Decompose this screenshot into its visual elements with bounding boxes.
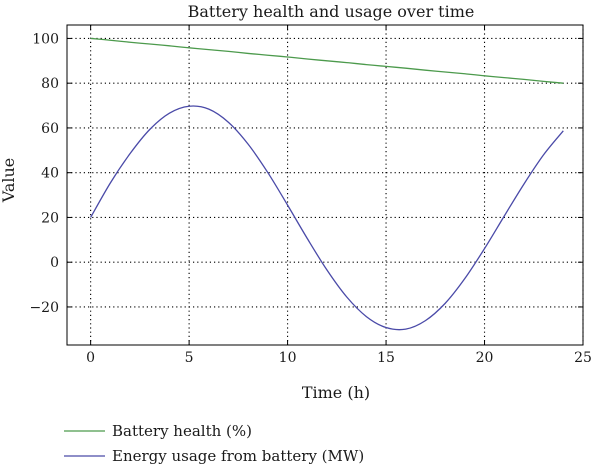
x-tick-label: 5 — [185, 350, 194, 366]
y-tick-label: 0 — [50, 255, 59, 271]
tick-labels: 0 5 10 15 20 25 100 80 60 40 20 0 −20 — [29, 31, 591, 366]
y-tick-label: 40 — [41, 166, 59, 182]
y-tick-label: −20 — [29, 300, 59, 316]
x-tick-label: 25 — [574, 350, 592, 366]
y-tick-label: 100 — [32, 31, 59, 47]
chart-title: Battery health and usage over time — [188, 2, 475, 21]
x-tick-label: 15 — [377, 350, 395, 366]
grid — [67, 25, 584, 345]
x-tick-label: 10 — [279, 350, 297, 366]
series-layer — [90, 37, 564, 331]
y-axis-title: Value — [0, 158, 18, 204]
legend-label-2: Energy usage from battery (MW) — [112, 447, 364, 465]
x-tick-label: 0 — [86, 350, 95, 366]
plot-frame — [66, 24, 584, 346]
series-line-1 — [90, 37, 564, 84]
x-axis-title: Time (h) — [302, 383, 370, 402]
y-tick-label: 80 — [41, 76, 59, 92]
y-tick-label: 60 — [41, 121, 59, 137]
legend: Battery health (%) Energy usage from batt… — [64, 422, 364, 465]
legend-label-1: Battery health (%) — [112, 422, 252, 440]
x-tick-label: 20 — [476, 350, 494, 366]
tick-marks — [67, 25, 584, 345]
series-line-2 — [90, 105, 564, 331]
y-tick-label: 20 — [41, 210, 59, 226]
